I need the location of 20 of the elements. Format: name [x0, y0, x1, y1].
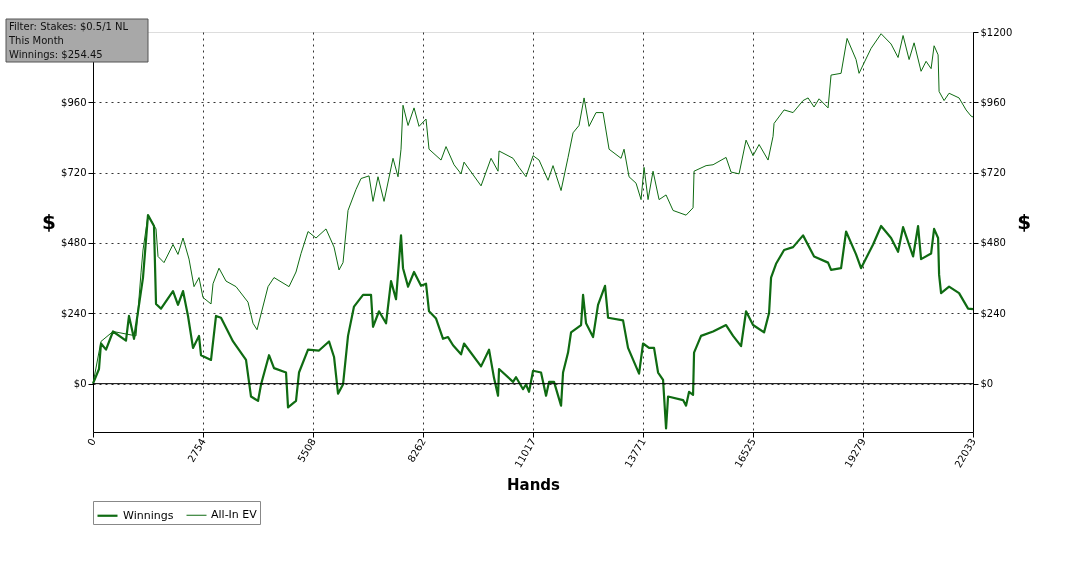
y-tick-label: $960 [61, 96, 87, 108]
y2-axis-title: $ [1017, 209, 1032, 234]
legend-label: All-In EV [211, 508, 258, 522]
text: This Month [8, 35, 64, 46]
x-axis-title: Hands [506, 475, 561, 494]
legend-label: Winnings [123, 508, 174, 522]
y-tick-label: $0 [73, 378, 87, 390]
annotation: Winnings: $254.45 [9, 49, 103, 60]
y-tick-label: $480 [61, 237, 87, 249]
y-axis-title: $ [42, 209, 57, 234]
y2-tick-label: $1200 [980, 26, 1013, 38]
y-tick-label: $240 [61, 307, 87, 319]
y2-tick-label: $0 [980, 378, 994, 390]
y-tick-label: $720 [61, 167, 87, 179]
y2-tick-label: $480 [980, 237, 1006, 249]
y2-tick-label: $240 [980, 307, 1006, 319]
text: Filter: Stakes: $0.5/1 NL [9, 21, 129, 32]
y2-tick-label: $720 [980, 167, 1006, 179]
x-tick-label: 0 [85, 436, 98, 448]
y2-tick-label: $960 [980, 96, 1006, 108]
